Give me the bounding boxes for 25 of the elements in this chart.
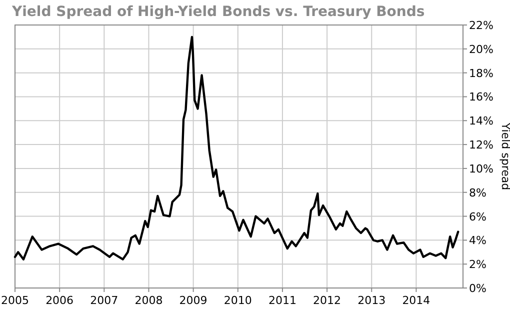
y-axis-title: Yield spread (499, 122, 510, 190)
x-tick-label: 2011 (268, 294, 296, 307)
x-tick-label: 2005 (1, 294, 29, 307)
x-tick-label: 2007 (90, 294, 118, 307)
chart-title: Yield Spread of High-Yield Bonds vs. Treasury Bonds (11, 4, 425, 20)
y-tick-label: 4% (469, 234, 486, 248)
x-tick-label: 2006 (46, 294, 74, 307)
x-tick-label: 2010 (224, 294, 252, 307)
y-tick-label: 12% (469, 138, 494, 152)
y-tick-label: 18% (469, 66, 494, 80)
x-tick-label: 2013 (358, 294, 386, 307)
x-tick-label: 2009 (179, 294, 208, 307)
y-tick-label: 0% (469, 282, 486, 295)
x-tick-label: 2014 (402, 294, 430, 307)
x-tick-label: 2012 (313, 294, 342, 307)
x-tick-label: 2008 (134, 294, 163, 307)
y-tick-label: 20% (469, 42, 494, 56)
y-tick-label: 16% (469, 90, 494, 104)
y-tick-label: 6% (469, 210, 486, 224)
y-tick-label: 14% (469, 114, 494, 128)
line-series (14, 36, 460, 260)
y-tick-label: 10% (469, 162, 494, 176)
y-tick-label: 8% (469, 186, 486, 200)
y-tick-label: 22% (469, 19, 494, 32)
y-tick-label: 2% (469, 258, 486, 272)
